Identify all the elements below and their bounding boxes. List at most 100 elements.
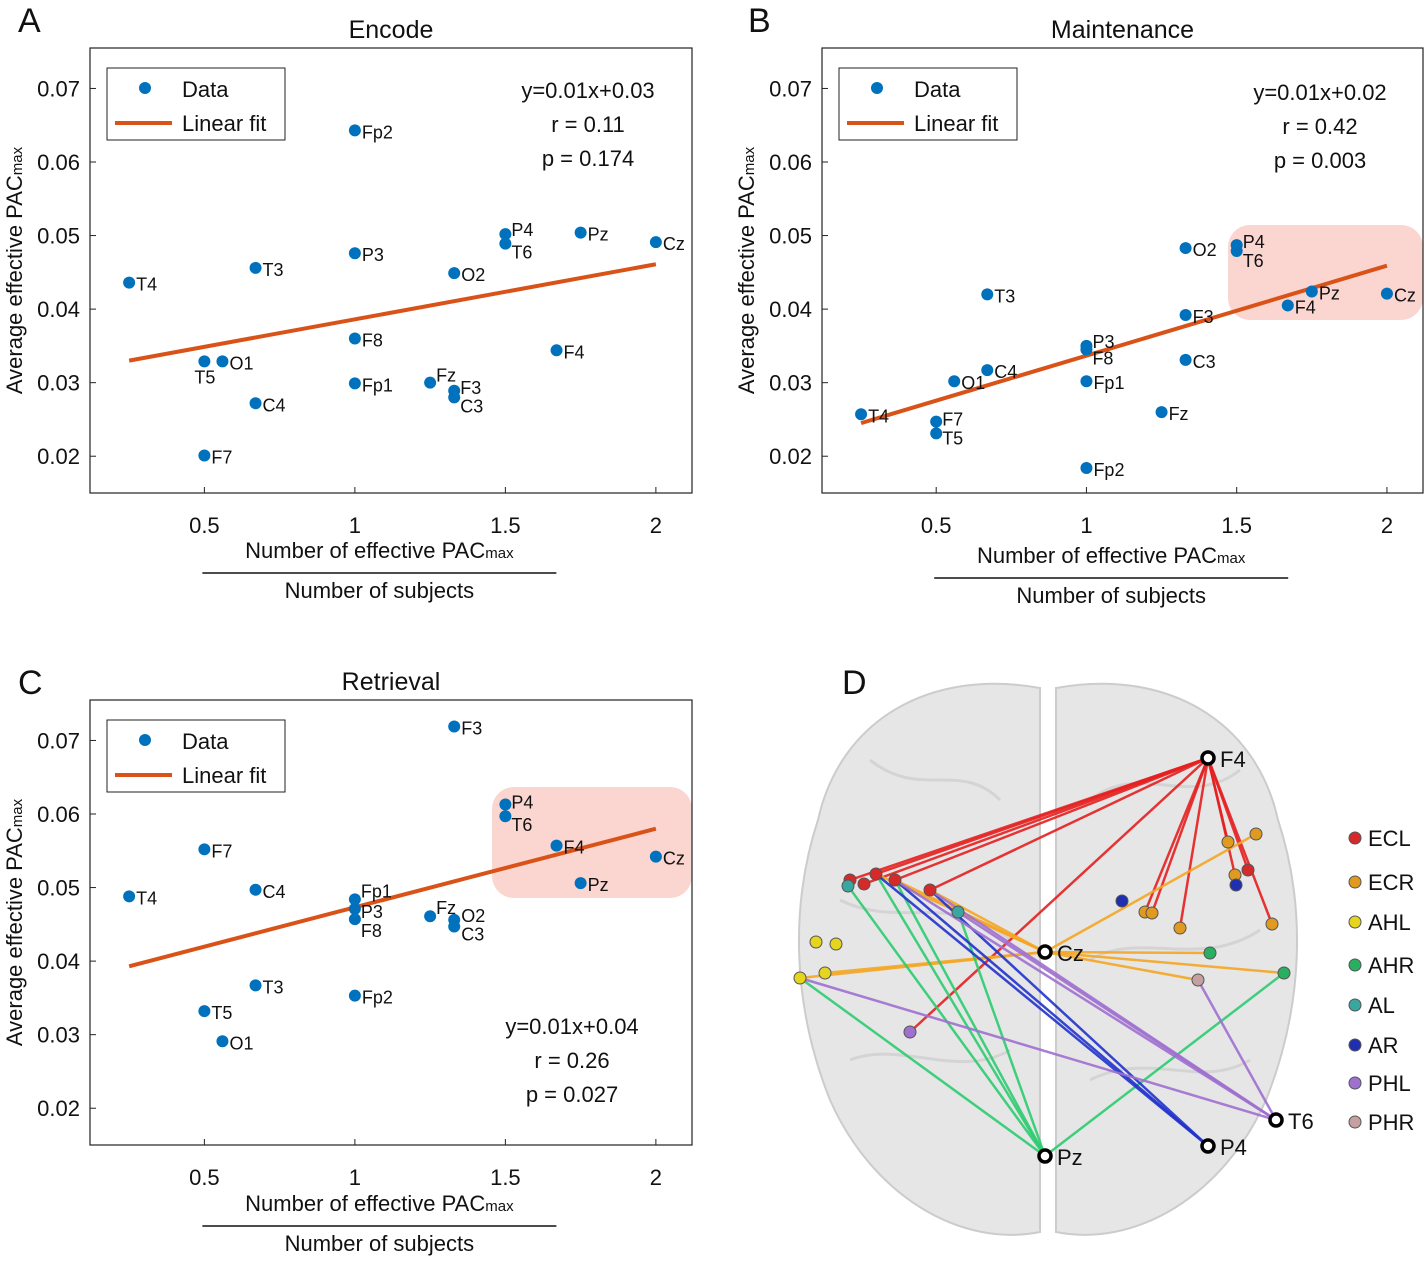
point-label: Cz [663, 234, 685, 254]
contact [1203, 946, 1217, 960]
point-label: Fz [1169, 404, 1189, 424]
y-axis-label-main: Average effective PAC [2, 827, 27, 1046]
data-point [249, 261, 262, 274]
y-tick-label: 0.02 [769, 444, 812, 469]
point-label: C4 [994, 362, 1017, 382]
legend-marker [139, 82, 151, 94]
plot-area [821, 47, 1424, 494]
connection [1044, 950, 1199, 982]
data-point [550, 344, 563, 357]
annotation: p = 0.003 [1274, 148, 1366, 173]
highlight [1228, 225, 1423, 320]
y-axis-label-sub: max [741, 146, 758, 175]
y-tick-label: 0.03 [769, 371, 812, 396]
data-point [249, 883, 262, 896]
annotation: y=0.01x+0.04 [505, 1014, 638, 1039]
chart-title: Maintenance [1051, 16, 1194, 44]
chart-title: Retrieval [342, 668, 441, 696]
connection [893, 879, 1047, 1157]
data-point [930, 415, 943, 428]
point-label: Cz [1394, 286, 1416, 306]
contact [1241, 863, 1255, 877]
legend-marker [1348, 875, 1362, 889]
brain [797, 682, 1299, 1236]
annotation: p = 0.174 [542, 146, 634, 171]
point-label: F8 [362, 331, 383, 351]
y-tick-label: 0.02 [37, 444, 80, 469]
point-label: T6 [511, 815, 532, 835]
electrode-label: Pz [1057, 1145, 1083, 1170]
annotation: r = 0.26 [534, 1048, 609, 1073]
data-point [448, 391, 461, 404]
point-label: F8 [1092, 349, 1113, 369]
point-label: O1 [961, 373, 985, 393]
contact [809, 935, 823, 949]
data-point [348, 377, 361, 390]
y-tick-label: 0.06 [37, 802, 80, 827]
data-point [123, 890, 136, 903]
legend-box [838, 67, 1018, 141]
legend-box [106, 67, 286, 141]
point-label: O1 [229, 1033, 253, 1053]
annotation: r = 0.42 [1282, 114, 1357, 139]
panel-letter: B [748, 2, 771, 40]
data-point [1380, 287, 1393, 300]
legend-marker [871, 82, 883, 94]
contact [903, 1025, 917, 1039]
point-label: P4 [1243, 232, 1265, 252]
x-tick-label: 0.5 [921, 513, 952, 538]
x-tick-label: 0.5 [189, 513, 220, 538]
y-axis-label-sub: max [9, 798, 26, 827]
x-tick-label: 2 [650, 1165, 662, 1190]
point-label: F3 [460, 378, 481, 398]
y-axis-label: Average effective PACmax [2, 798, 27, 1046]
contact [1249, 827, 1263, 841]
data-point [981, 364, 994, 377]
data-point [499, 810, 512, 823]
y-tick-label: 0.04 [37, 297, 80, 322]
fit-line [128, 262, 657, 363]
x-tick-label: 1 [349, 513, 361, 538]
legend-label: PHR [1368, 1110, 1414, 1135]
legend-marker [139, 734, 151, 746]
x-axis-label: Number of effective PACmax [245, 538, 514, 563]
point-label: F8 [361, 921, 382, 941]
data-point [1080, 375, 1093, 388]
legend-label: Data [182, 729, 229, 754]
fit-line [128, 826, 657, 969]
data-point [649, 236, 662, 249]
point-label: T4 [868, 406, 889, 426]
connection [799, 976, 1046, 1158]
x-axis-label: Number of effective PACmax [245, 1191, 514, 1216]
y-tick-label: 0.05 [769, 224, 812, 249]
connection [1196, 979, 1278, 1121]
data-point [499, 798, 512, 811]
y-tick-label: 0.06 [37, 150, 80, 175]
data-point [499, 237, 512, 250]
x-axis-label: Number of subjects [285, 1231, 475, 1256]
connection [874, 873, 1047, 1157]
annotation: y=0.01x+0.02 [1253, 80, 1386, 105]
contact [1173, 921, 1187, 935]
legend-box [106, 719, 286, 793]
chart-title: Encode [349, 16, 434, 44]
x-axis-label-main: Number of effective PAC [245, 538, 485, 563]
annotation: r = 0.11 [551, 112, 625, 137]
point-label: C4 [263, 395, 286, 415]
point-label: Fp1 [1093, 373, 1124, 393]
data-point [348, 893, 361, 906]
electrode [1037, 944, 1053, 960]
data-point [550, 839, 563, 852]
right-hemisphere [1055, 682, 1299, 1236]
contact [888, 873, 902, 887]
fit-line [860, 263, 1388, 426]
electrode-label: Cz [1057, 941, 1084, 966]
point-label: T4 [136, 888, 157, 908]
y-tick-label: 0.05 [37, 876, 80, 901]
plot-area [89, 47, 693, 494]
data-point [216, 355, 229, 368]
point-label: T5 [194, 367, 215, 387]
contact [1221, 835, 1235, 849]
connection [929, 888, 1046, 954]
connection [1044, 832, 1257, 954]
